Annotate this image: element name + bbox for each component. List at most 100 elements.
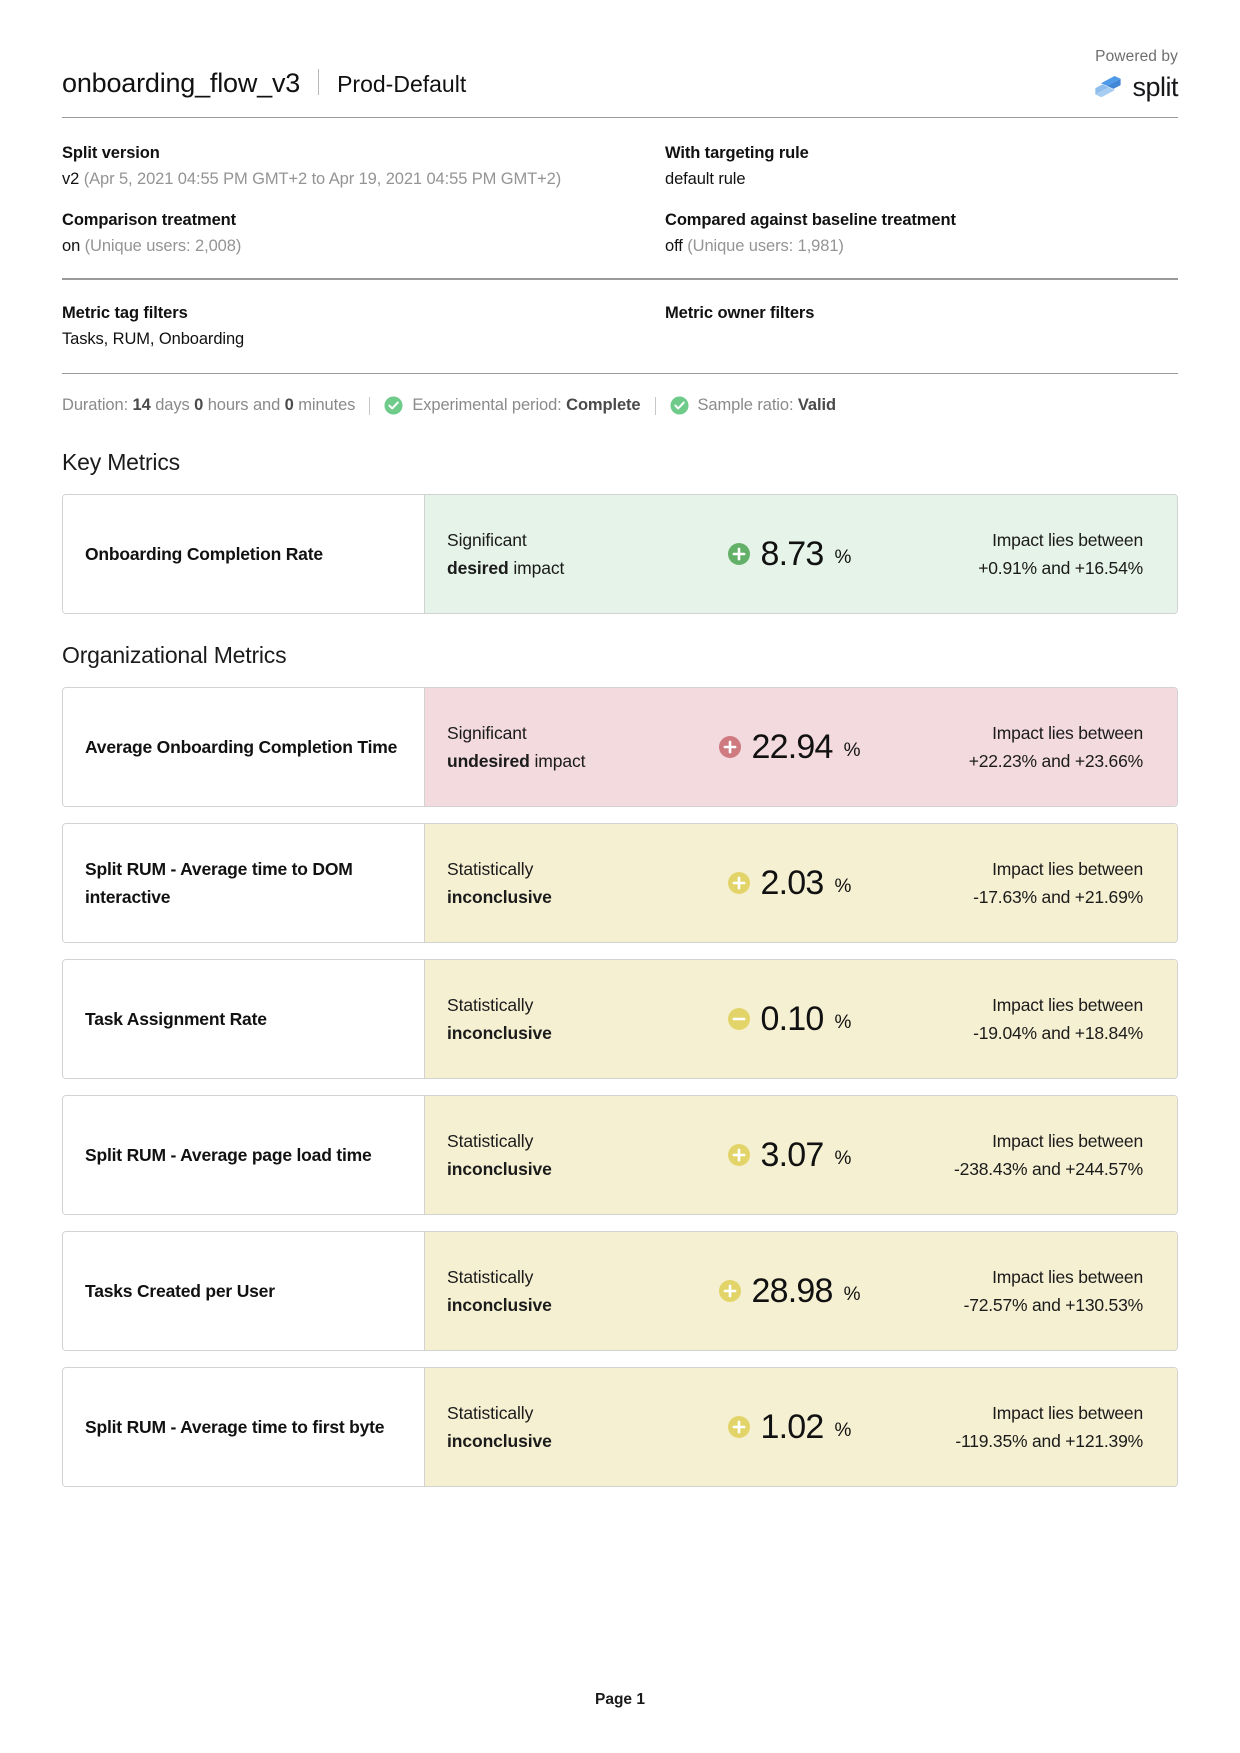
metric-result: Significant undesired impact 22.94% Impact … <box>425 688 1177 806</box>
baseline-treatment-name: off <box>665 237 683 255</box>
verdict-line-2: undesired impact <box>447 751 586 771</box>
metric-owner-filters-label: Metric owner filters <box>665 303 815 322</box>
metric-confidence-interval: Impact lies between -72.57% and +130.53% <box>905 1263 1144 1320</box>
impact-value: 3.07 <box>760 1136 825 1174</box>
verdict-line-2: desired impact <box>447 558 565 578</box>
baseline-treatment-label: Compared against baseline treatment <box>665 211 956 229</box>
interval-line-1: Impact lies between <box>992 1266 1143 1287</box>
interval-line-2: +22.23% and +23.66% <box>968 751 1143 771</box>
metric-confidence-interval: Impact lies between +0.91% and +16.54% <box>905 526 1143 583</box>
status-divider-2 <box>654 396 656 415</box>
organizational-metrics-title: Organizational Metrics <box>62 642 287 668</box>
interval-line-2: -119.35% and +121.39% <box>955 1431 1143 1451</box>
split-logo-icon <box>1095 75 1122 97</box>
verdict-line-2: inconclusive <box>447 1291 679 1319</box>
experiment-meta: Split version v2 (Apr 5, 2021 04:55 PM G… <box>62 118 1178 278</box>
verdict-emphasis: inconclusive <box>447 1159 552 1179</box>
verdict-emphasis: inconclusive <box>447 1295 552 1315</box>
sample-ratio-value: Valid <box>797 396 836 414</box>
experimental-period-label: Experimental period: <box>412 396 562 414</box>
baseline-treatment-value: off (Unique users: 1,981) <box>665 237 1178 256</box>
comparison-treatment-value: on (Unique users: 2,008) <box>62 237 620 256</box>
divider-top <box>62 278 1178 280</box>
duration-hours: 0 <box>194 396 204 414</box>
meta-column-right: With targeting rule default rule Compare… <box>620 144 1178 256</box>
verdict-emphasis: undesired <box>447 751 530 771</box>
interval-line-1: Impact lies between <box>992 1402 1143 1423</box>
impact-value: 22.94 <box>751 728 834 766</box>
impact-value: 28.98 <box>751 1272 834 1310</box>
split-version-range: (Apr 5, 2021 04:55 PM GMT+2 to Apr 19, 2… <box>83 170 562 188</box>
impact-value: 8.73 <box>760 535 825 573</box>
verdict-line-1: Significant <box>447 529 527 550</box>
status-divider-1 <box>369 396 371 415</box>
metric-row[interactable]: Split RUM - Average page load time Statis… <box>62 1095 1178 1215</box>
interval-line-1: Impact lies between <box>992 858 1143 879</box>
metric-impact: 2.03% <box>679 866 905 900</box>
divider-bottom <box>62 372 1178 374</box>
powered-by-block: Powered by split <box>1093 48 1178 103</box>
metric-name: Average Onboarding Comple­tion Time <box>63 688 425 806</box>
metric-tag-filters-value: Tasks, RUM, Onboarding <box>62 329 245 348</box>
metric-verdict: Significant desired impact <box>447 526 679 583</box>
key-metrics-list: Onboarding Completion Rate Significant des… <box>62 494 1178 614</box>
split-name: onboarding_flow_v3 <box>62 68 301 98</box>
metric-name: Tasks Created per User <box>63 1232 425 1350</box>
impact-unit: % <box>834 1420 852 1441</box>
metric-row[interactable]: Split RUM - Average time to first byte St… <box>62 1367 1178 1487</box>
field-split-version: Split version v2 (Apr 5, 2021 04:55 PM G… <box>62 144 620 189</box>
interval-line-2: -72.57% and +130.53% <box>963 1295 1144 1315</box>
metric-result: Statistically inconclusive 0.10% Impact lie… <box>425 960 1177 1078</box>
verdict-line-2: inconclusive <box>447 1019 679 1047</box>
baseline-treatment-users: (Unique users: 1,981) <box>687 237 844 255</box>
experimental-period-value: Complete <box>566 396 641 414</box>
verdict-line-1: Statistically <box>447 994 534 1015</box>
metric-row[interactable]: Split RUM - Average time to DOM interact… <box>62 823 1178 943</box>
organizational-metrics-list: Average Onboarding Comple­tion Time Signi… <box>62 687 1178 1487</box>
interval-line-1: Impact lies between <box>992 529 1143 550</box>
split-version-value: v2 (Apr 5, 2021 04:55 PM GMT+2 to Apr 19… <box>62 170 620 189</box>
metric-impact: 28.98% <box>679 1274 905 1308</box>
filters-column-right: Metric owner filters <box>620 304 1178 349</box>
metric-result: Statistically inconclusive 28.98% Impact li… <box>425 1232 1177 1350</box>
metric-row[interactable]: Average Onboarding Comple­tion Time Signi… <box>62 687 1178 807</box>
comparison-treatment-users: (Unique users: 2,008) <box>84 237 242 255</box>
verdict-line-2: inconclusive <box>447 883 679 911</box>
metric-row[interactable]: Task Assignment Rate Statistically inconcl… <box>62 959 1178 1079</box>
duration-minutes-unit: minutes <box>298 396 356 414</box>
metric-confidence-interval: Impact lies between +22.23% and +23.66% <box>905 719 1143 776</box>
metric-row[interactable]: Onboarding Completion Rate Significant des… <box>62 494 1178 614</box>
meta-column-left: Split version v2 (Apr 5, 2021 04:55 PM G… <box>62 144 620 256</box>
plus-circle-icon <box>727 1416 750 1438</box>
metric-impact: 8.73% <box>679 537 905 571</box>
duration-minutes: 0 <box>284 396 294 414</box>
brand-name: split <box>1132 72 1178 102</box>
metric-name: Split RUM - Average time to first byte <box>63 1368 425 1486</box>
metric-verdict: Statistically inconclusive <box>447 991 679 1048</box>
filters-column-left: Metric tag filters Tasks, RUM, Onboardin… <box>62 304 620 349</box>
metric-name: Task Assignment Rate <box>63 960 425 1078</box>
interval-line-2: -19.04% and +18.84% <box>973 1023 1143 1043</box>
impact-unit: % <box>834 547 852 568</box>
metric-confidence-interval: Impact lies between -19.04% and +18.84% <box>905 991 1143 1048</box>
metric-impact: 3.07% <box>679 1138 905 1172</box>
verdict-line-1: Statistically <box>447 1130 534 1151</box>
duration-prefix: Duration: <box>62 396 129 414</box>
metric-name: Split RUM - Average time to DOM interact… <box>63 824 425 942</box>
check-circle-icon <box>669 396 689 415</box>
page-title: onboarding_flow_v3 Prod-Default <box>62 66 466 103</box>
interval-line-2: -238.43% and +244.57% <box>954 1159 1143 1179</box>
plus-circle-icon <box>727 1144 750 1166</box>
metric-row[interactable]: Tasks Created per User Statistically incon… <box>62 1231 1178 1351</box>
plus-circle-icon <box>718 1280 741 1302</box>
metric-result: Statistically inconclusive 3.07% Impact lie… <box>425 1096 1177 1214</box>
verdict-line-2: inconclusive <box>447 1155 679 1183</box>
sample-ratio-status: Sample ratio: Valid <box>669 396 836 415</box>
impact-unit: % <box>834 1148 852 1169</box>
powered-by-label: Powered by <box>1095 48 1178 65</box>
verdict-emphasis: inconclusive <box>447 887 552 907</box>
metric-confidence-interval: Impact lies between -17.63% and +21.69% <box>905 855 1143 912</box>
impact-value: 2.03 <box>760 864 825 902</box>
interval-line-2: +0.91% and +16.54% <box>978 558 1143 578</box>
metric-impact: 1.02% <box>679 1410 905 1444</box>
